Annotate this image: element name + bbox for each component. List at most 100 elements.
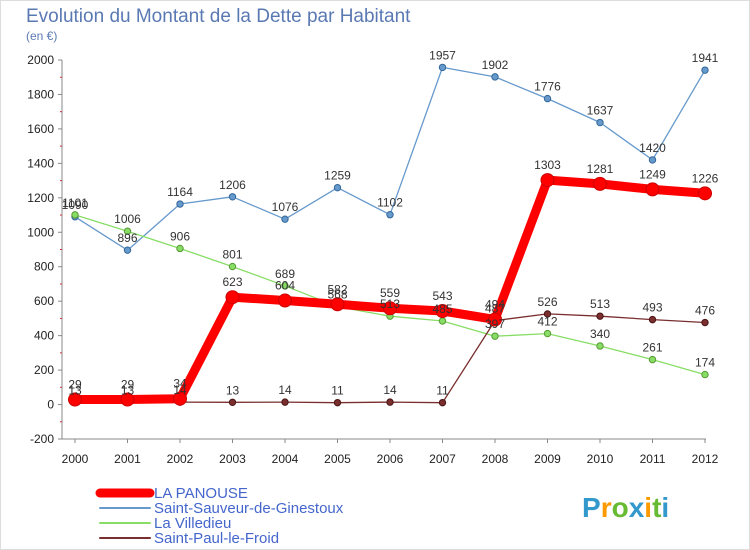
logo-letter: r (601, 492, 612, 523)
data-label: 1090 (62, 198, 89, 212)
data-point (71, 211, 79, 219)
data-point (281, 282, 289, 290)
y-tick-label: 1800 (27, 87, 54, 101)
data-label: 1226 (692, 171, 719, 185)
data-label: 559 (380, 286, 400, 300)
data-label: 1637 (587, 104, 614, 118)
data-label: 14 (383, 383, 397, 397)
x-tick-label: 2003 (219, 452, 246, 466)
y-tick-label: 0 (47, 398, 54, 412)
data-label: 526 (537, 295, 557, 309)
data-label: 513 (380, 297, 400, 311)
data-point (543, 329, 552, 338)
data-label: 896 (117, 231, 137, 245)
y-tick-label: 400 (34, 329, 54, 343)
data-point (333, 398, 342, 407)
data-label: 11 (331, 384, 344, 398)
data-label: 487 (485, 302, 505, 316)
data-point (176, 200, 184, 208)
data-label: 34 (173, 377, 187, 391)
data-label: 397 (485, 317, 505, 331)
data-point (701, 318, 709, 327)
data-label: 29 (121, 378, 135, 392)
data-point (435, 304, 450, 319)
data-point (281, 215, 289, 223)
logo-letter: o (612, 492, 629, 523)
data-label: 1006 (114, 212, 141, 226)
y-tick-label: 2000 (27, 53, 54, 67)
y-tick-label: 600 (34, 294, 54, 308)
data-label: 1776 (534, 80, 561, 94)
data-point (68, 392, 82, 407)
data-labels: 1090 896 1164 1206 1076 1259 1102 1957 1902 1776 1… (62, 48, 719, 397)
axes: -200 0 200 400 600 800 1000 1200 1400 1600 1800 200… (27, 53, 718, 466)
data-label: 1957 (429, 48, 456, 62)
x-tick-label: 2005 (324, 452, 351, 466)
data-point (491, 73, 499, 81)
data-point (386, 398, 394, 406)
x-tick-label: 2009 (534, 452, 561, 466)
data-label: 412 (537, 315, 557, 329)
data-point (123, 246, 132, 254)
data-point (228, 262, 237, 271)
data-point (543, 94, 552, 103)
data-label: 340 (590, 327, 610, 341)
data-label: 493 (642, 301, 662, 315)
legend-label: Saint-Paul-le-Froid (154, 530, 279, 547)
data-point (540, 173, 555, 188)
data-point (225, 290, 240, 305)
data-point (438, 317, 447, 325)
data-point (701, 66, 709, 74)
data-label: 906 (170, 229, 190, 243)
data-point (176, 244, 184, 253)
data-point (593, 176, 607, 191)
x-tick-label: 2008 (482, 452, 509, 466)
x-tick-label: 2002 (167, 452, 194, 466)
data-label: 1101 (62, 196, 88, 210)
data-label: 1259 (324, 169, 351, 183)
data-label: 543 (432, 289, 452, 303)
data-label: 485 (432, 302, 452, 316)
y-tick-label: 800 (34, 260, 54, 274)
data-label: 1249 (639, 167, 666, 181)
data-label: 29 (68, 378, 82, 392)
y-tick-label: -200 (30, 432, 54, 446)
data-point (228, 193, 237, 201)
data-label: 1303 (534, 158, 561, 172)
data-point (438, 63, 447, 72)
data-point (543, 310, 552, 318)
data-point (648, 156, 657, 164)
data-label: 568 (327, 288, 347, 302)
data-label: 623 (222, 275, 242, 289)
data-label: 14 (173, 383, 187, 397)
data-label: 1102 (377, 196, 403, 210)
data-point (645, 182, 660, 197)
data-label: 582 (327, 282, 347, 296)
proxiti-logo: Proxiti (582, 492, 669, 523)
x-tick-label: 2006 (377, 452, 404, 466)
data-label: 261 (642, 341, 662, 355)
data-label: 1164 (167, 185, 193, 199)
x-tick-label: 2001 (114, 452, 141, 466)
legend-label: La Villedieu (154, 515, 231, 532)
data-label: 476 (695, 304, 715, 318)
data-label: 1941 (692, 51, 719, 65)
data-label: 1206 (219, 178, 246, 192)
data-point (596, 312, 604, 320)
data-label: 13 (226, 383, 240, 397)
data-label: 1076 (272, 200, 299, 214)
data-label: 11 (436, 384, 449, 398)
data-point (383, 301, 397, 316)
data-point (596, 118, 604, 127)
data-point (123, 227, 132, 235)
data-label: 513 (590, 297, 610, 311)
data-label: 13 (68, 383, 82, 397)
chart-title: Evolution du Montant de la Dette par Hab… (26, 6, 411, 27)
legend-label: LA PANOUSE (154, 485, 248, 502)
data-point (648, 355, 657, 364)
data-point (491, 332, 499, 340)
logo-text: Proxiti (582, 492, 669, 523)
